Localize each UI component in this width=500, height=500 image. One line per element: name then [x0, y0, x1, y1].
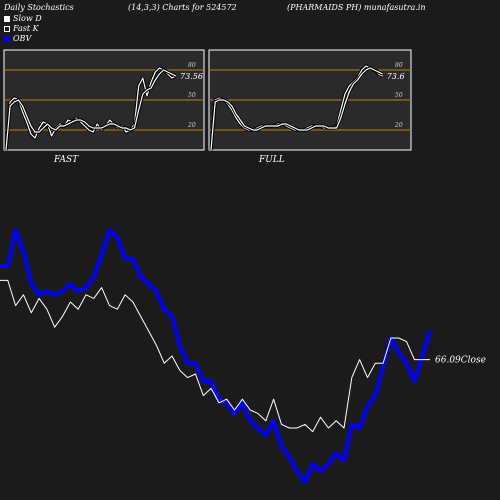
legend-obv: OBV — [4, 34, 31, 43]
chart-title-center: (14,3,3) Charts for 524572 — [128, 3, 237, 12]
chart-title-right: (PHARMAIDS PH) munafasutra.in — [287, 3, 426, 12]
close-value-label: 66.09Close — [435, 356, 486, 366]
full-value-label: 73.6 — [387, 72, 405, 81]
full-series-line-1 — [210, 67, 383, 151]
fast-panel-label: FAST — [53, 155, 79, 165]
fast-tick-label: 20 — [187, 122, 196, 129]
price-obv-panel: 66.09Close — [0, 228, 486, 484]
full-tick-label: 80 — [395, 62, 403, 69]
fast-k-swatch — [4, 25, 10, 32]
legend-fast-k-label: Fast K — [13, 24, 39, 33]
slow-d-swatch — [4, 15, 10, 22]
full-stochastic-panel: 80 50 20 73.6 FULL — [208, 49, 412, 165]
legend-fast-k: Fast K — [4, 24, 39, 33]
full-tick-label: 20 — [394, 122, 403, 129]
fast-series-line-1 — [5, 69, 177, 151]
legend-obv-label: OBV — [13, 34, 32, 43]
obv-line — [0, 228, 432, 484]
full-tick-label: 50 — [395, 92, 403, 99]
fast-value-label: 73.56 — [180, 72, 203, 81]
legend-slow-d-label: Slow D — [13, 14, 42, 23]
close-price-line — [0, 279, 430, 433]
fast-tick-label: 50 — [188, 92, 196, 99]
legend-slow-d: Slow D — [4, 14, 42, 23]
obv-swatch — [4, 35, 10, 42]
fast-tick-label: 80 — [188, 62, 196, 69]
fast-stochastic-panel: 80 50 20 73.56 FAST — [3, 49, 205, 165]
chart-title-left: Daily Stochastics — [4, 3, 74, 12]
full-panel-label: FULL — [258, 155, 285, 165]
fast-series-line-0 — [5, 67, 177, 151]
